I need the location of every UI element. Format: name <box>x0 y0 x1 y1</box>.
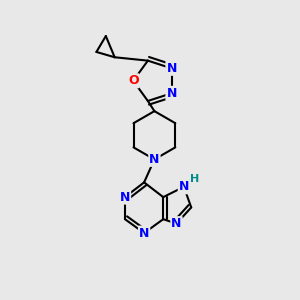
Text: N: N <box>149 153 160 166</box>
Text: N: N <box>167 87 177 100</box>
Text: N: N <box>171 217 182 230</box>
Text: O: O <box>128 74 139 87</box>
Text: N: N <box>120 190 130 204</box>
Text: H: H <box>190 174 199 184</box>
Text: N: N <box>167 62 177 75</box>
Text: N: N <box>179 180 189 193</box>
Text: N: N <box>139 226 149 239</box>
